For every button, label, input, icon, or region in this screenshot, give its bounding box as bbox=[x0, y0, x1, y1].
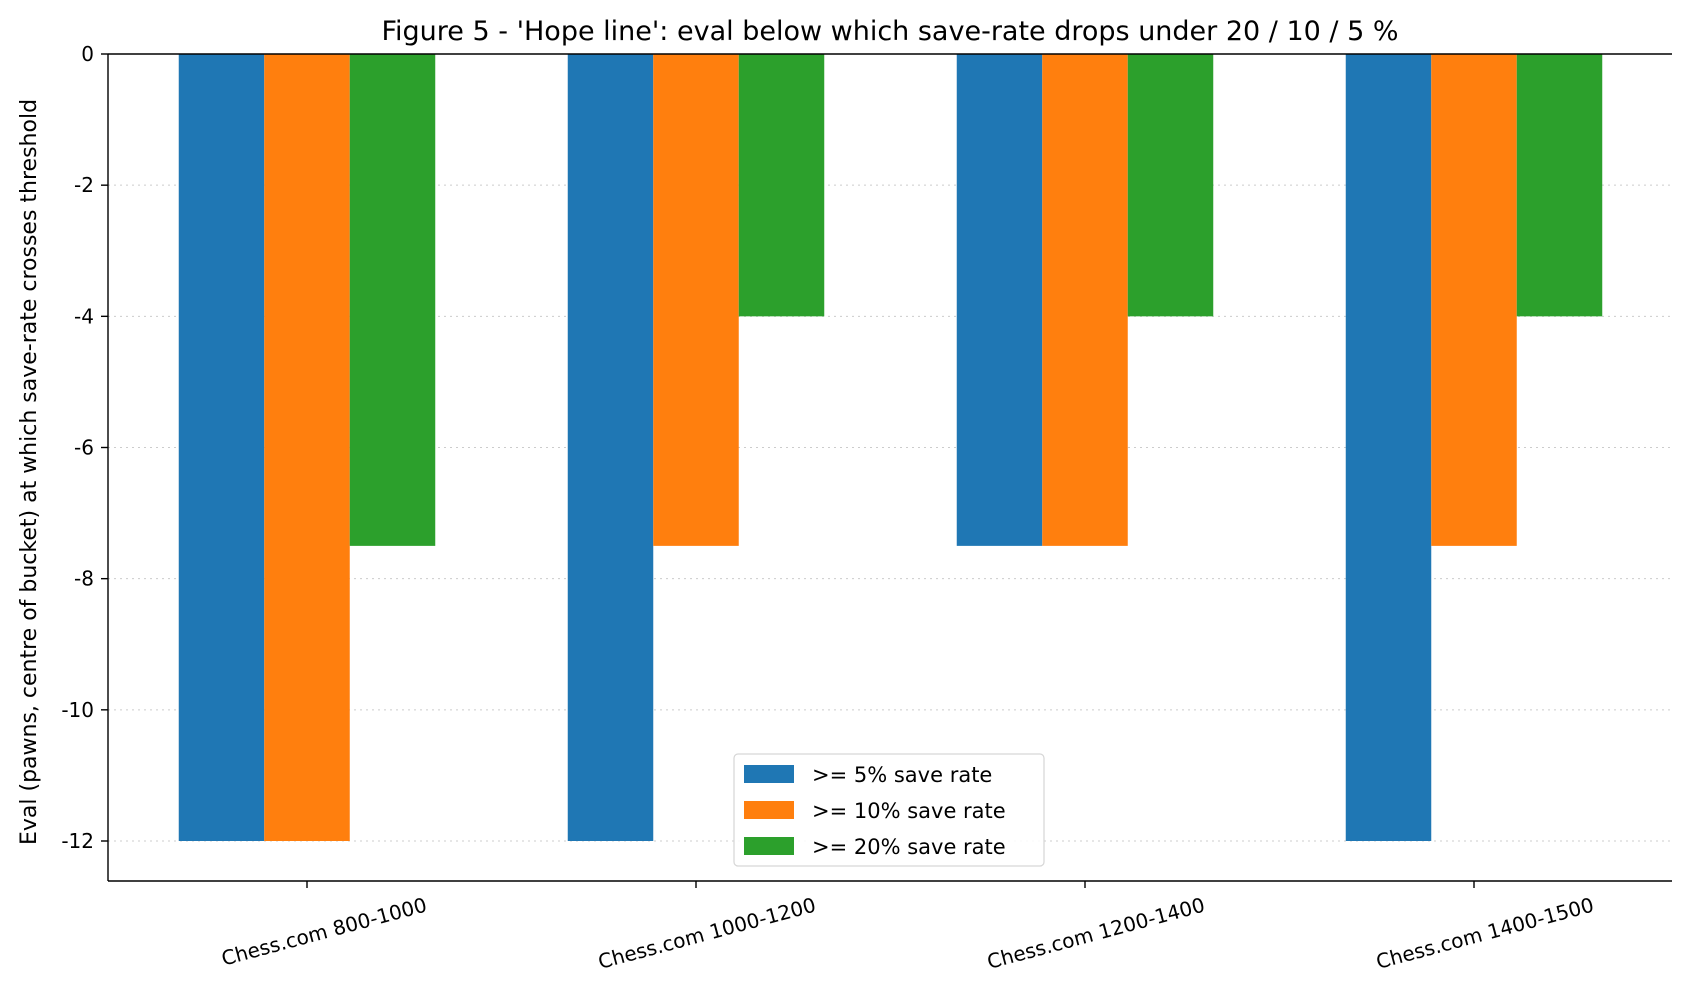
bars bbox=[178, 54, 1603, 841]
bar bbox=[567, 54, 654, 841]
y-ticks: 0 -2 -4 -6 -8 -10 -12 bbox=[61, 42, 108, 853]
y-tick-label: -4 bbox=[74, 304, 94, 328]
legend-label: >= 5% save rate bbox=[812, 763, 992, 787]
legend-swatch bbox=[744, 801, 794, 819]
bar bbox=[1042, 54, 1128, 546]
legend-swatch bbox=[744, 837, 794, 855]
y-tick-label: -12 bbox=[61, 829, 94, 853]
bar bbox=[264, 54, 350, 841]
bar bbox=[956, 54, 1043, 546]
bar bbox=[1431, 54, 1517, 546]
y-tick-label: -2 bbox=[74, 173, 94, 197]
x-tick-label: Chess.com 1200-1400 bbox=[984, 893, 1207, 974]
legend-label: >= 10% save rate bbox=[812, 799, 1006, 823]
y-tick-label: -10 bbox=[61, 698, 94, 722]
axes bbox=[107, 53, 1672, 882]
bar bbox=[1516, 54, 1603, 317]
y-tick-label: 0 bbox=[81, 42, 94, 66]
legend-swatch bbox=[744, 765, 794, 783]
legend-label: >= 20% save rate bbox=[812, 835, 1006, 859]
x-tick-label: Chess.com 1400-1500 bbox=[1373, 893, 1596, 974]
y-tick-label: -8 bbox=[74, 567, 94, 591]
legend-frame bbox=[733, 753, 1045, 867]
x-ticks: Chess.com 800-1000 Chess.com 1000-1200 Che… bbox=[219, 881, 1596, 974]
chart-title: Figure 5 - 'Hope line': eval below which… bbox=[381, 16, 1398, 47]
bar bbox=[653, 54, 739, 546]
legend: >= 5% save rate >= 10% save rate >= 20% sa… bbox=[733, 753, 1045, 867]
bar bbox=[738, 54, 825, 317]
y-tick-label: -6 bbox=[74, 436, 94, 460]
bar bbox=[1345, 54, 1432, 841]
bar bbox=[1127, 54, 1214, 317]
bar bbox=[349, 54, 436, 546]
y-axis-label: Eval (pawns, centre of bucket) at which … bbox=[17, 99, 42, 845]
x-tick-label: Chess.com 800-1000 bbox=[219, 893, 430, 971]
x-tick-label: Chess.com 1000-1200 bbox=[595, 893, 818, 974]
bar bbox=[178, 54, 265, 841]
